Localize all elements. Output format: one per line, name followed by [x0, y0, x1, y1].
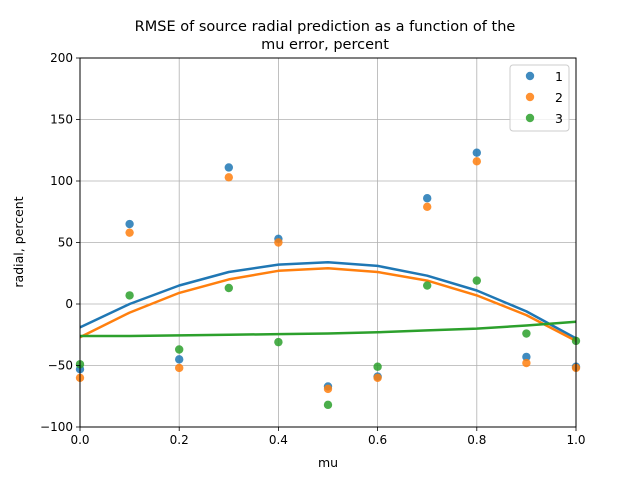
chart-title-line-2: mu error, percent — [261, 37, 389, 53]
data-point-series-3 — [373, 362, 382, 371]
axis-ticks: 0.0 0.2 0.4 0.6 0.8 1.0 −100 −50 0 50 100 150 200 — [40, 51, 586, 447]
y-tick-label: 200 — [50, 51, 73, 65]
data-point-series-2 — [224, 173, 233, 182]
legend-marker-2 — [525, 92, 535, 102]
data-point-series-3 — [522, 329, 531, 338]
data-point-series-3 — [125, 291, 134, 300]
data-point-series-3 — [472, 276, 481, 285]
legend-frame — [509, 64, 570, 132]
chart-title-line-1: RMSE of source radial prediction as a fu… — [135, 19, 516, 35]
fit-curve-series-2 — [79, 267, 577, 343]
y-tick-label: 0 — [65, 297, 73, 311]
data-point-series-3 — [224, 283, 233, 293]
x-tick-label: 0.4 — [269, 433, 288, 447]
data-point-series-3 — [175, 345, 184, 354]
data-point-series-2 — [472, 157, 481, 166]
data-point-series-2 — [522, 358, 531, 368]
y-tick-label: 100 — [50, 174, 73, 188]
y-axis-label: radial, percent — [11, 196, 26, 287]
data-point-series-2 — [373, 373, 382, 382]
data-point-series-1 — [472, 148, 481, 157]
legend-label-2: 2 — [555, 90, 563, 105]
data-point-series-1 — [125, 219, 134, 229]
legend-marker-3 — [525, 113, 535, 123]
x-tick-label: 0.2 — [170, 433, 189, 447]
fit-curve-series-3 — [80, 320, 577, 338]
y-tick-label: −100 — [40, 420, 73, 434]
data-point-series-3 — [274, 337, 283, 347]
fit-curves — [79, 260, 577, 343]
data-point-series-1 — [224, 163, 233, 172]
data-point-series-3 — [423, 281, 432, 290]
y-tick-label: 150 — [50, 113, 73, 127]
legend: 1 2 3 — [509, 64, 570, 132]
data-point-series-2 — [175, 363, 184, 373]
legend-label-1: 1 — [555, 69, 563, 84]
x-axis-label: mu — [318, 455, 338, 470]
data-point-series-2 — [423, 202, 432, 212]
legend-label-3: 3 — [555, 111, 563, 126]
y-tick-label: 50 — [58, 236, 73, 250]
y-tick-label: −50 — [48, 359, 73, 373]
data-point-series-2 — [274, 238, 283, 247]
data-point-series-2 — [125, 228, 134, 237]
data-point-series-3 — [323, 400, 333, 410]
x-tick-label: 1.0 — [566, 433, 585, 447]
x-tick-label: 0.0 — [70, 433, 89, 447]
x-tick-label: 0.6 — [368, 433, 387, 447]
data-points — [75, 148, 581, 410]
data-point-series-1 — [423, 194, 432, 203]
fit-curve-series-1 — [79, 260, 577, 340]
data-point-series-1 — [175, 355, 184, 364]
data-point-series-1 — [522, 352, 531, 362]
legend-marker-1 — [525, 71, 535, 81]
x-tick-label: 0.8 — [467, 433, 486, 447]
data-point-series-2 — [323, 384, 333, 394]
